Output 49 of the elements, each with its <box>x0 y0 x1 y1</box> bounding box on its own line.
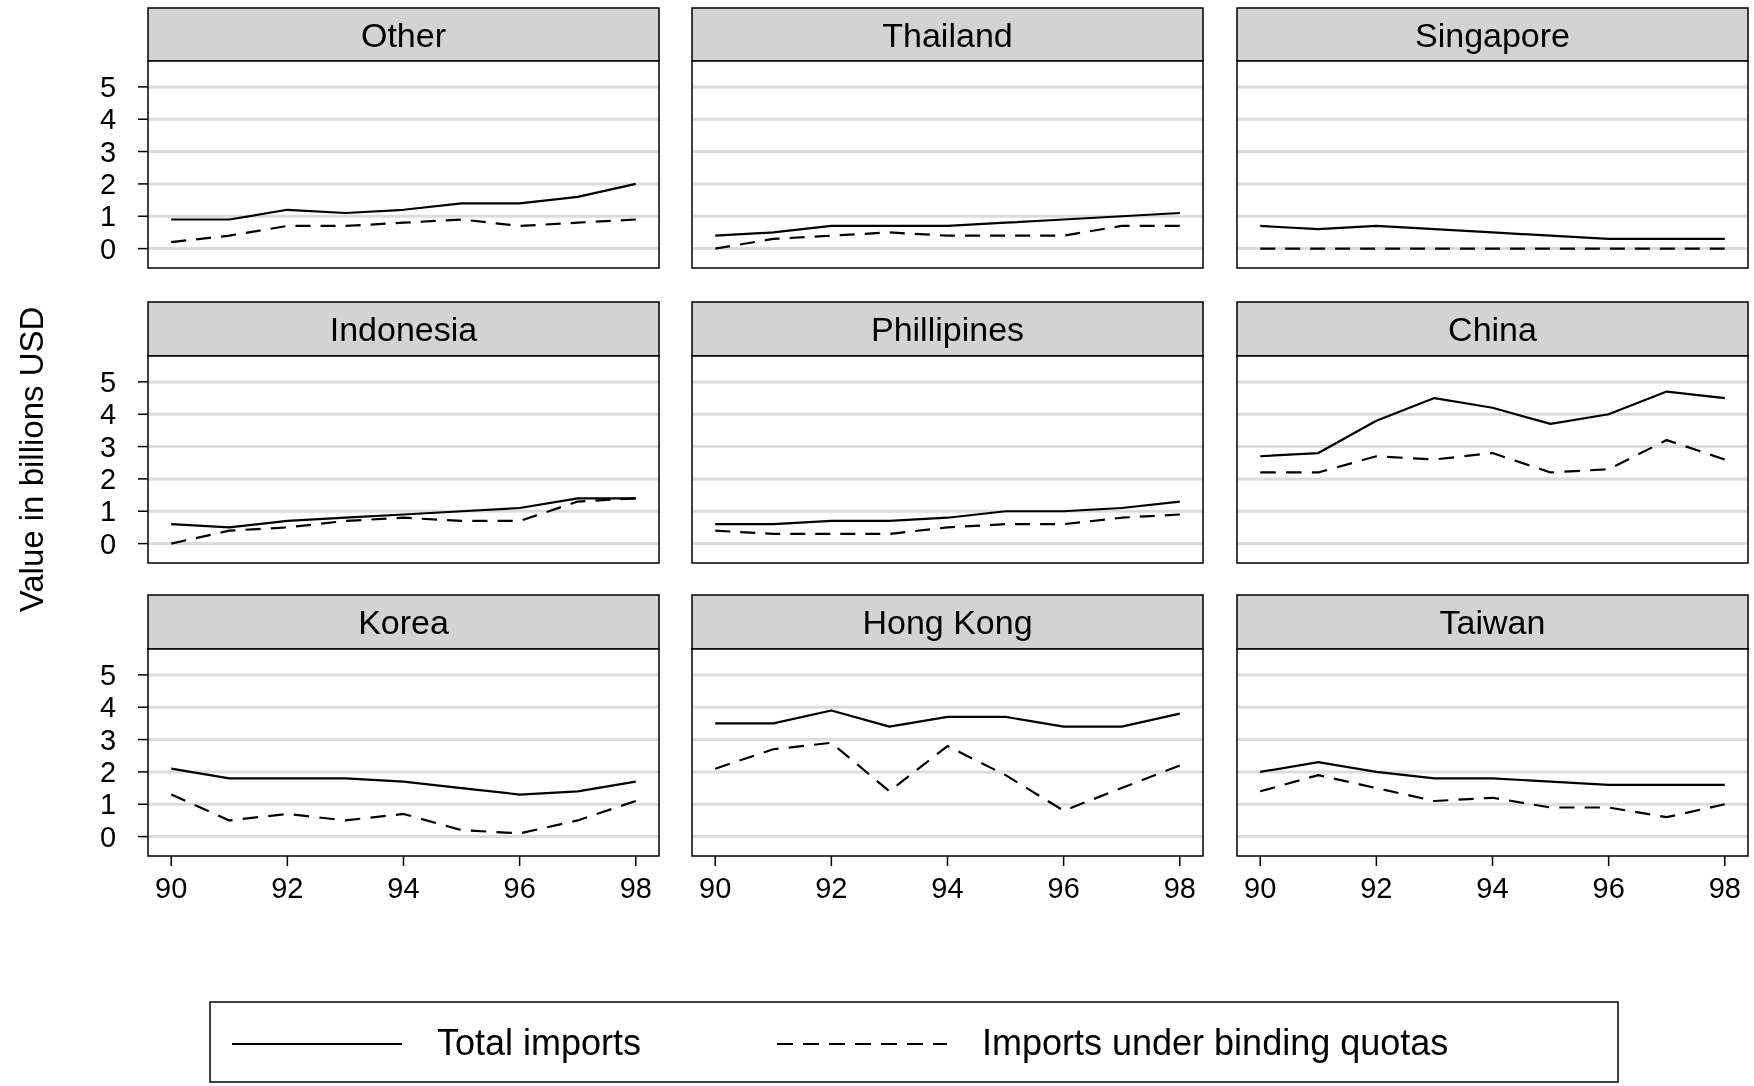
y-tick-label: 2 <box>99 462 117 495</box>
line-series <box>170 793 637 835</box>
y-tick-label: 3 <box>99 430 117 463</box>
y-axis-title: Value in billions USD <box>13 306 50 613</box>
chart-title: Indonesia <box>329 310 478 348</box>
y-tick-label: 2 <box>99 167 117 200</box>
x-tick-label: 94 <box>387 872 420 904</box>
y-tick-label: 5 <box>99 658 117 691</box>
x-tick-label: 92 <box>1360 872 1393 904</box>
y-tick-label: 1 <box>99 200 117 233</box>
y-tick-label: 1 <box>99 788 117 821</box>
x-tick-label: 98 <box>1163 872 1196 904</box>
x-tick-label: 90 <box>155 872 188 904</box>
x-tick-label: 98 <box>1708 872 1741 904</box>
line-series <box>170 182 637 221</box>
legend-label: Total imports <box>437 1022 642 1063</box>
chart-title: Korea <box>358 603 449 641</box>
x-tick-label: 94 <box>931 872 964 904</box>
chart-title: Phillipines <box>870 310 1025 348</box>
legend-label: Imports under binding quotas <box>982 1022 1449 1063</box>
x-tick-label: 96 <box>1592 872 1625 904</box>
x-tick-label: 96 <box>503 872 536 904</box>
y-tick-label: 5 <box>99 365 117 398</box>
line-series <box>170 218 637 244</box>
chart-title: Other <box>360 15 447 54</box>
x-tick-label: 96 <box>1047 872 1080 904</box>
y-tick-label: 4 <box>99 398 117 431</box>
y-tick-label: 4 <box>99 691 117 724</box>
y-tick-label: 3 <box>99 723 117 756</box>
x-tick-label: 94 <box>1476 872 1509 904</box>
chart-title: Singapore <box>1414 15 1571 54</box>
x-tick-label: 90 <box>699 872 732 904</box>
y-tick-label: 3 <box>99 135 117 168</box>
y-tick-label: 5 <box>99 70 117 103</box>
chart-title: China <box>1448 310 1537 348</box>
y-tick-label: 2 <box>99 755 117 788</box>
chart-title: Thailand <box>882 15 1013 54</box>
line-series <box>170 767 637 796</box>
chart-title: Hong Kong <box>862 603 1033 641</box>
y-tick-label: 4 <box>99 103 117 136</box>
x-tick-label: 98 <box>619 872 652 904</box>
y-tick-label: 0 <box>99 232 117 265</box>
x-tick-label: 92 <box>271 872 304 904</box>
chart-title: Taiwan <box>1439 603 1546 641</box>
y-tick-label: 1 <box>99 495 117 528</box>
y-tick-label: 0 <box>99 820 117 853</box>
y-tick-label: 0 <box>99 527 117 560</box>
x-tick-label: 90 <box>1244 872 1277 904</box>
x-tick-label: 92 <box>815 872 848 904</box>
